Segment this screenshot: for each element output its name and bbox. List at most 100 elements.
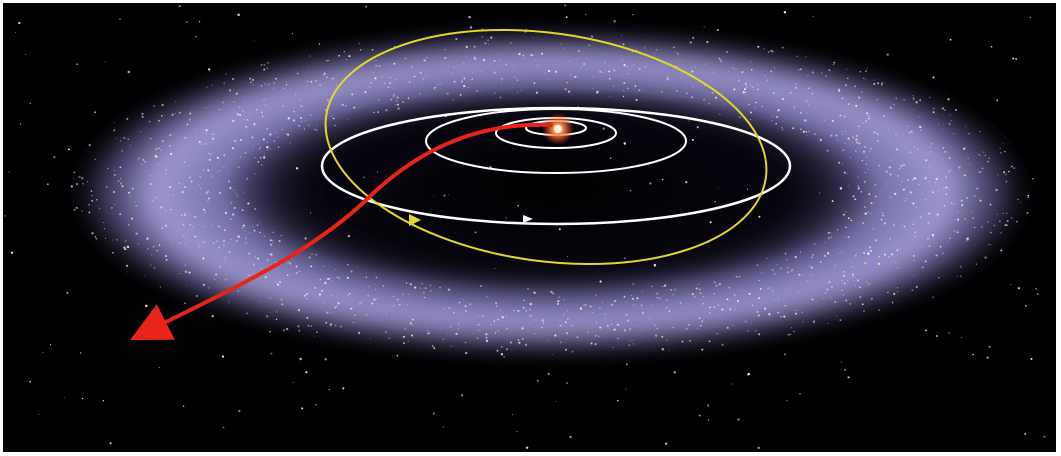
belt-particle <box>396 96 399 99</box>
star <box>717 187 719 189</box>
star <box>703 26 705 28</box>
belt-particle <box>891 253 894 256</box>
belt-particle <box>397 103 399 106</box>
belt-particle <box>736 300 739 303</box>
belt-particle <box>817 138 820 140</box>
star <box>123 246 126 249</box>
belt-particle <box>874 195 877 198</box>
belt-particle <box>920 216 922 219</box>
belt-particle <box>670 289 673 291</box>
belt-particle <box>188 176 191 179</box>
belt-particle <box>794 86 797 89</box>
belt-particle <box>153 105 156 107</box>
belt-particle <box>223 166 225 169</box>
belt-particle <box>1004 224 1007 227</box>
belt-particle <box>794 255 797 259</box>
inner-planet-orbits <box>320 106 792 226</box>
belt-particle <box>211 176 213 177</box>
belt-particle <box>847 236 850 239</box>
star <box>183 137 185 139</box>
belt-particle <box>978 154 980 156</box>
belt-particle <box>588 44 591 46</box>
belt-particle <box>222 244 225 247</box>
belt-particle <box>228 299 230 301</box>
belt-particle <box>820 139 822 141</box>
belt-particle <box>915 101 918 104</box>
belt-particle <box>202 169 205 171</box>
belt-particle <box>955 108 958 111</box>
belt-particle <box>180 214 183 216</box>
belt-particle <box>641 307 643 309</box>
belt-particle <box>892 223 895 227</box>
star <box>334 124 336 127</box>
belt-particle <box>854 85 856 88</box>
belt-particle <box>373 72 375 74</box>
star <box>221 355 225 358</box>
belt-particle <box>942 252 944 254</box>
belt-particle <box>541 319 544 322</box>
belt-particle <box>971 216 975 220</box>
belt-particle <box>834 264 836 266</box>
belt-particle <box>174 101 176 103</box>
belt-particle <box>976 187 979 190</box>
belt-particle <box>766 257 768 260</box>
belt-particle <box>960 275 962 277</box>
belt-particle <box>788 333 792 336</box>
belt-particle <box>999 151 1002 154</box>
belt-particle <box>206 86 208 89</box>
belt-particle <box>866 250 868 252</box>
star <box>269 331 271 333</box>
belt-particle <box>202 241 205 244</box>
belt-particle <box>229 186 232 189</box>
belt-particle <box>247 202 250 205</box>
belt-particle <box>497 318 500 321</box>
belt-particle <box>474 57 477 60</box>
belt-particle <box>263 156 266 159</box>
star <box>719 114 721 116</box>
belt-particle <box>777 311 780 314</box>
belt-particle <box>761 105 763 108</box>
star <box>433 195 435 197</box>
belt-particle <box>790 313 792 315</box>
belt-particle <box>231 77 235 81</box>
belt-particle <box>398 303 401 306</box>
star <box>623 257 626 260</box>
belt-particle <box>917 238 919 240</box>
belt-particle <box>518 52 521 56</box>
belt-particle <box>1000 232 1002 234</box>
belt-particle <box>314 335 316 337</box>
belt-particle <box>323 265 325 267</box>
star <box>949 38 952 41</box>
belt-particle <box>878 255 880 258</box>
belt-particle <box>349 297 352 299</box>
belt-particle <box>246 161 248 163</box>
star <box>50 344 52 346</box>
belt-particle <box>912 202 915 205</box>
star <box>219 266 222 268</box>
belt-particle <box>654 324 657 327</box>
belt-particle <box>771 268 774 272</box>
star <box>469 26 473 29</box>
star <box>956 210 958 212</box>
belt-particle <box>482 58 486 62</box>
belt-particle <box>735 275 738 278</box>
belt-particle <box>317 296 319 298</box>
belt-particle <box>901 180 903 182</box>
belt-particle <box>848 103 850 105</box>
belt-particle <box>954 219 956 221</box>
belt-particle <box>339 325 342 328</box>
belt-particle <box>715 96 718 99</box>
belt-particle <box>626 301 628 303</box>
belt-particle <box>233 189 235 191</box>
star <box>109 442 112 445</box>
belt-particle <box>540 326 544 329</box>
belt-particle <box>910 130 913 133</box>
belt-particle <box>525 310 527 312</box>
star <box>1036 293 1039 295</box>
belt-particle <box>541 52 544 55</box>
star <box>259 156 262 159</box>
belt-particle <box>811 92 814 95</box>
belt-particle <box>979 199 982 202</box>
star <box>731 383 733 385</box>
belt-particle <box>329 290 331 292</box>
